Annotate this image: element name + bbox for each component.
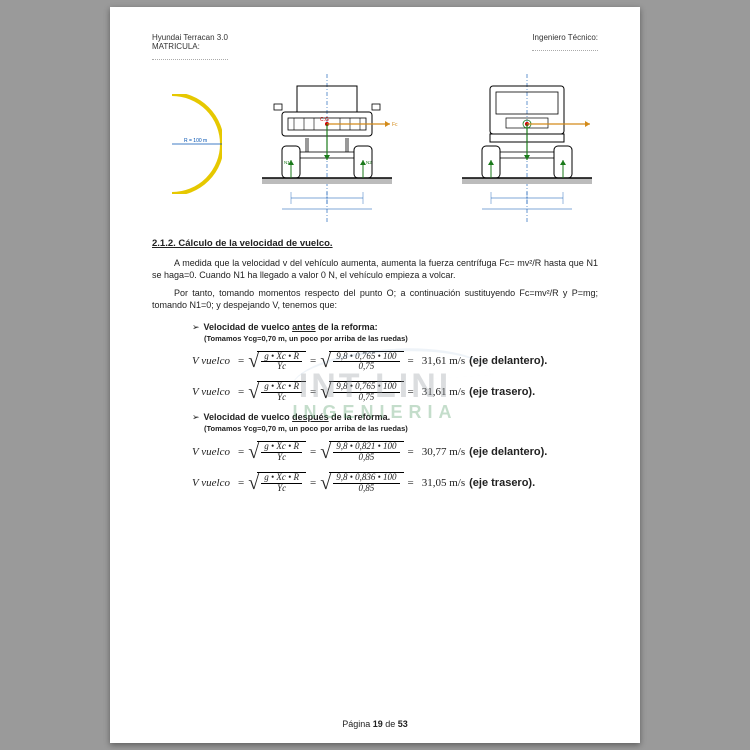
note-before: (Tomamos Ycg=0,70 m, un poco por arriba … <box>204 334 598 343</box>
svg-text:N1: N1 <box>284 160 290 165</box>
eq-after-rear: V vuelco= √g • Xc • RYc = √9,8 • 0,836 •… <box>192 472 598 493</box>
vehicle-front-diagram: C.G Fc N1 N2 <box>242 74 412 222</box>
document-page: Hyundai Terracan 3.0 MATRICULA: Ingenier… <box>110 7 640 743</box>
header-matricula-blank <box>152 51 228 60</box>
eq-before-rear: V vuelco= √g • Xc • RYc = √9,8 • 0,765 •… <box>192 381 598 402</box>
svg-text:N2: N2 <box>366 160 372 165</box>
eq-before-front: V vuelco= √g • Xc • RYc = √9,8 • 0,765 •… <box>192 351 598 372</box>
vehicle-rear-diagram <box>442 74 612 222</box>
page-header: Hyundai Terracan 3.0 MATRICULA: Ingenier… <box>152 33 598 60</box>
paragraph-2: Por tanto, tomando momentos respecto del… <box>152 287 598 311</box>
viewport: Hyundai Terracan 3.0 MATRICULA: Ingenier… <box>0 0 750 750</box>
subtitle-after: ➢Velocidad de vuelco después de la refor… <box>192 412 598 423</box>
subtitle-before: ➢Velocidad de vuelco antes de la reforma… <box>192 322 598 333</box>
radius-arc: R = 100 m <box>122 94 222 194</box>
header-matricula-label: MATRICULA: <box>152 42 228 51</box>
svg-text:Fc: Fc <box>392 122 398 128</box>
note-after: (Tomamos Ycg=0,70 m, un poco por arriba … <box>204 424 598 433</box>
section-title: 2.1.2. Cálculo de la velocidad de vuelco… <box>152 238 598 249</box>
eq-after-front: V vuelco= √g • Xc • RYc = √9,8 • 0,821 •… <box>192 441 598 462</box>
paragraph-1: A medida que la velocidad v del vehículo… <box>152 257 598 281</box>
header-engineer-label: Ingeniero Técnico: <box>532 33 598 42</box>
page-footer: Página 19 de 53 <box>110 719 640 729</box>
svg-text:R = 100 m: R = 100 m <box>184 138 207 144</box>
header-vehicle: Hyundai Terracan 3.0 <box>152 33 228 42</box>
header-engineer-blank <box>532 42 598 51</box>
svg-text:C.G: C.G <box>320 117 329 123</box>
diagram-area: R = 100 m <box>152 74 598 222</box>
